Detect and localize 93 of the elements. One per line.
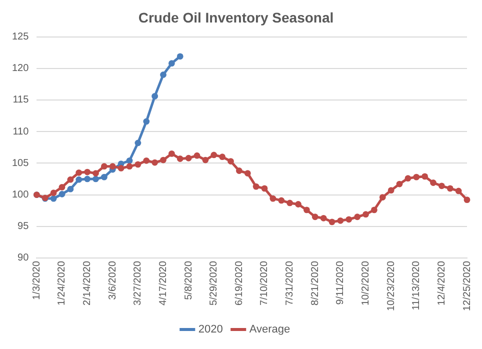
y-tick-label: 110: [12, 126, 30, 138]
point: [430, 180, 436, 186]
point: [404, 175, 412, 182]
x-tick-label: 12/25/2020: [462, 260, 473, 312]
point: [202, 156, 209, 164]
x-tick-label: 2/14/2020: [82, 260, 94, 306]
y-tick-label: 115: [12, 94, 30, 106]
point: [143, 157, 150, 164]
x-tick-label: 1/3/2020: [31, 260, 42, 300]
point: [100, 163, 108, 170]
x-tick-label: 5/8/2020: [183, 260, 194, 300]
point: [312, 214, 318, 220]
point: [413, 174, 420, 180]
point: [396, 180, 403, 188]
x-tick-label: 6/19/2020: [234, 260, 245, 306]
x-tick-label: 10/2/2020: [360, 260, 372, 306]
point: [320, 214, 327, 222]
point: [278, 197, 285, 204]
point: [134, 140, 142, 146]
y-tick-label: 105: [12, 158, 30, 169]
point: [295, 201, 302, 208]
x-tick-label: 5/29/2020: [208, 260, 220, 306]
point: [185, 154, 192, 162]
point: [50, 190, 57, 196]
point: [76, 176, 82, 183]
point: [228, 158, 234, 164]
point: [370, 206, 378, 214]
point: [100, 174, 108, 180]
x-tick-label: 10/23/2020: [386, 260, 397, 312]
point: [126, 163, 133, 170]
point: [438, 182, 445, 190]
point: [176, 156, 184, 162]
x-tick-label: 3/6/2020: [107, 260, 118, 300]
point: [346, 216, 352, 223]
point: [219, 154, 226, 160]
legend-label: 2020: [198, 324, 223, 336]
y-tick-label: 125: [12, 32, 30, 43]
point: [160, 156, 166, 164]
point: [126, 157, 133, 164]
point: [109, 163, 116, 170]
point: [328, 218, 336, 226]
y-tick-label: 100: [12, 190, 30, 201]
point: [455, 188, 462, 194]
point: [168, 150, 175, 157]
point: [176, 53, 184, 60]
x-tick-label: 4/17/2020: [158, 260, 169, 306]
x-tick-label: 12/4/2020: [436, 260, 448, 306]
point: [252, 183, 260, 190]
point: [261, 185, 268, 192]
point: [303, 206, 310, 214]
point: [194, 152, 200, 159]
point: [152, 159, 158, 166]
point: [236, 168, 242, 174]
point: [270, 195, 276, 202]
y-tick-label: 120: [12, 63, 30, 74]
point: [446, 185, 454, 192]
point: [92, 176, 99, 182]
point: [58, 190, 66, 198]
point: [210, 152, 218, 158]
point: [388, 187, 394, 194]
point: [244, 170, 251, 176]
point: [160, 72, 166, 78]
point: [168, 60, 175, 67]
point: [379, 194, 386, 200]
point: [362, 211, 369, 218]
chart-title: Crude Oil Inventory Seasonal: [138, 9, 334, 26]
x-tick-label: 9/11/2020: [335, 260, 346, 305]
x-tick-label: 11/13/2020: [411, 260, 422, 310]
point: [118, 165, 124, 172]
point: [67, 176, 74, 183]
x-tick-label: 7/31/2020: [284, 260, 296, 306]
x-tick-label: 7/10/2020: [259, 260, 270, 306]
point: [134, 161, 142, 168]
point: [152, 92, 158, 100]
point: [422, 173, 428, 180]
point: [58, 184, 66, 190]
point: [84, 168, 91, 176]
x-tick-label: 8/21/2020: [310, 260, 321, 306]
y-tick-label: 90: [18, 252, 30, 264]
y-tick-label: 95: [18, 221, 30, 232]
legend-label: Average: [249, 324, 290, 336]
point: [76, 169, 82, 176]
point: [143, 118, 150, 125]
x-tick-label: 3/27/2020: [132, 260, 144, 306]
point: [92, 170, 99, 176]
point: [286, 200, 294, 206]
point: [354, 214, 361, 220]
point: [84, 176, 91, 182]
x-tick-label: 1/24/2020: [56, 260, 68, 306]
point: [50, 195, 57, 202]
point: [67, 186, 74, 192]
point: [337, 217, 344, 224]
point: [464, 196, 470, 204]
